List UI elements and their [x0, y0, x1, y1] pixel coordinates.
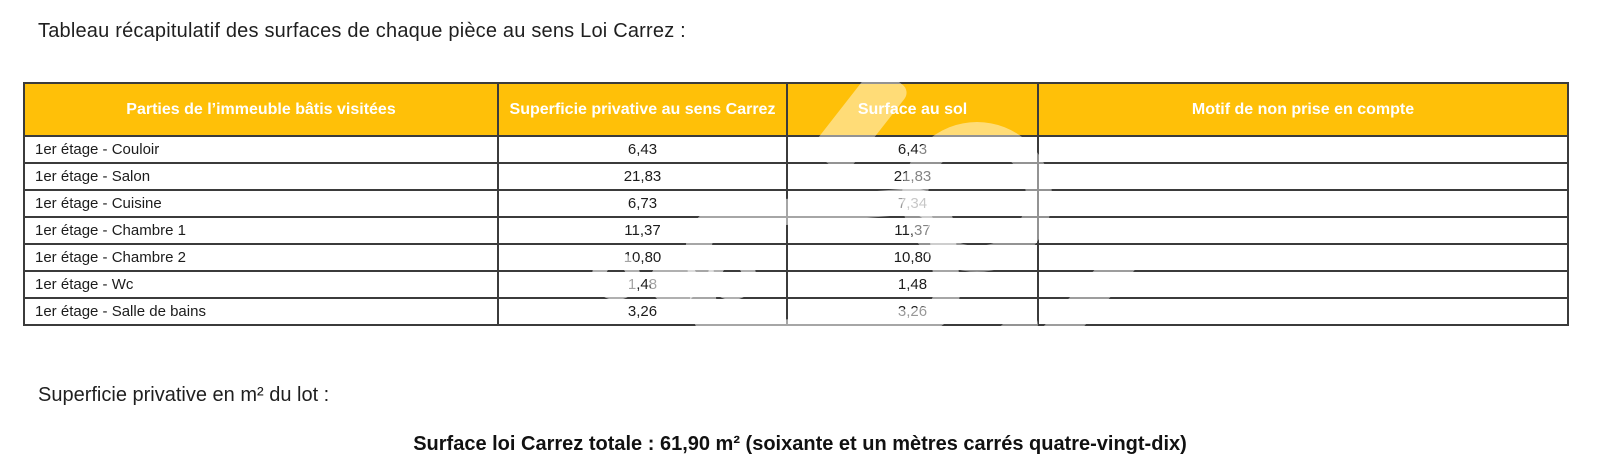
floor-value: 3,26	[786, 297, 1039, 326]
floor-value: 7,34	[786, 189, 1039, 218]
motif-value	[1037, 189, 1569, 218]
room-name: 1er étage - Chambre 1	[23, 216, 499, 245]
floor-value: 6,43	[786, 135, 1039, 164]
floor-value: 10,80	[786, 243, 1039, 272]
lot-surface-label: Superficie privative en m² du lot :	[38, 384, 330, 406]
motif-value	[1037, 162, 1569, 191]
motif-value	[1037, 297, 1569, 326]
carrez-value: 3,26	[497, 297, 788, 326]
table-row: 1er étage - Wc 1,48 1,48	[23, 270, 1569, 299]
room-name: 1er étage - Chambre 2	[23, 243, 499, 272]
room-name: 1er étage - Salle de bains	[23, 297, 499, 326]
table-row: 1er étage - Salon 21,83 21,83	[23, 162, 1569, 191]
room-name: 1er étage - Cuisine	[23, 189, 499, 218]
carrez-surfaces-table: Parties de l’immeuble bâtis visitées Sup…	[23, 82, 1569, 326]
motif-value	[1037, 216, 1569, 245]
table-row: 1er étage - Cuisine 6,73 7,34	[23, 189, 1569, 218]
motif-value	[1037, 135, 1569, 164]
carrez-value: 21,83	[497, 162, 788, 191]
header-cell-parties: Parties de l’immeuble bâtis visitées	[23, 82, 499, 137]
total-carrez-line: Surface loi Carrez totale : 61,90 m² (so…	[413, 433, 1187, 455]
carrez-value: 10,80	[497, 243, 788, 272]
header-cell-superficie-carrez: Superficie privative au sens Carrez	[497, 82, 788, 137]
header-cell-surface-sol: Surface au sol	[786, 82, 1039, 137]
room-name: 1er étage - Wc	[23, 270, 499, 299]
motif-value	[1037, 243, 1569, 272]
carrez-value: 6,73	[497, 189, 788, 218]
table-row: 1er étage - Chambre 1 11,37 11,37	[23, 216, 1569, 245]
table-row: 1er étage - Couloir 6,43 6,43	[23, 135, 1569, 164]
intro-text: Tableau récapitulatif des surfaces de ch…	[38, 20, 686, 42]
table-header-row: Parties de l’immeuble bâtis visitées Sup…	[23, 82, 1569, 137]
room-name: 1er étage - Couloir	[23, 135, 499, 164]
room-name: 1er étage - Salon	[23, 162, 499, 191]
header-cell-motif: Motif de non prise en compte	[1037, 82, 1569, 137]
floor-value: 21,83	[786, 162, 1039, 191]
carrez-value: 11,37	[497, 216, 788, 245]
carrez-value: 1,48	[497, 270, 788, 299]
table-row: 1er étage - Chambre 2 10,80 10,80	[23, 243, 1569, 272]
floor-value: 11,37	[786, 216, 1039, 245]
carrez-value: 6,43	[497, 135, 788, 164]
table-row: 1er étage - Salle de bains 3,26 3,26	[23, 297, 1569, 326]
floor-value: 1,48	[786, 270, 1039, 299]
motif-value	[1037, 270, 1569, 299]
